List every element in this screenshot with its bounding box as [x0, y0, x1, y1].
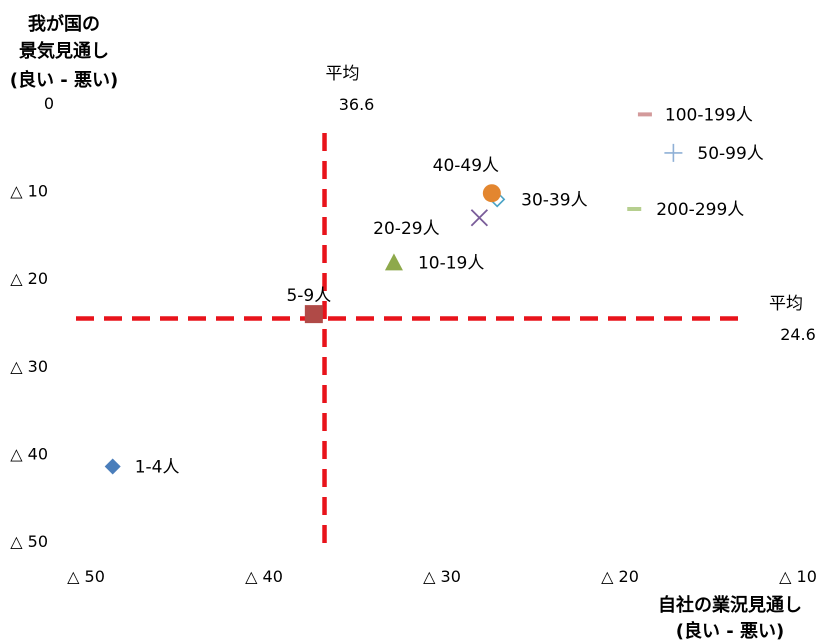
average-line-value: 24.6	[780, 325, 816, 344]
point-label: 5-9人	[286, 286, 331, 306]
average-line-title: 平均	[769, 294, 803, 314]
point-label: 50-99人	[697, 144, 763, 164]
y-axis-title-line: 景気見通し	[19, 40, 109, 62]
x-tick-label: △ 40	[245, 567, 283, 586]
y-axis-title-line: 我が国の	[28, 13, 100, 35]
x-tick-label: △ 10	[779, 567, 817, 586]
average-line-value: 36.6	[339, 95, 375, 114]
x-tick-label: △ 20	[601, 567, 639, 586]
reference-lines: 平均 36.6 平均 24.6	[76, 64, 816, 545]
point-label: 1-4人	[135, 458, 180, 478]
point-marker-circle	[482, 184, 501, 203]
y-tick-label: △ 20	[10, 269, 48, 288]
y-tick-label: △ 50	[10, 532, 48, 551]
x-axis-title: 自社の業況見通し (良い - 悪い)	[658, 594, 802, 642]
point-marker-triangle	[384, 253, 403, 271]
y-tick-label: △ 10	[10, 182, 48, 201]
average-line-title: 平均	[326, 64, 360, 84]
x-axis-title-line: (良い - 悪い)	[676, 620, 784, 642]
point-label: 200-299人	[656, 200, 744, 220]
point-marker-dash	[637, 112, 652, 117]
point-label: 10-19人	[418, 253, 484, 273]
y-tick-label: △ 30	[10, 357, 48, 376]
x-tick-label: △ 50	[67, 567, 105, 586]
x-axis-title-line: 自社の業況見通し	[658, 594, 802, 616]
point-marker-x	[470, 209, 489, 227]
data-points: 1-4人 5-9人 10-19人 20-29人 30-39人 40-49人 50-99人 10…	[104, 105, 764, 478]
y-axis-title: 我が国の 景気見通し (良い - 悪い)	[10, 13, 118, 91]
point-marker-square	[304, 305, 323, 324]
x-tick-labels: △ 50 △ 40 △ 30 △ 20 △ 10	[67, 567, 817, 586]
y-tick-labels: 0 △ 10 △ 20 △ 30 △ 40 △ 50	[10, 94, 54, 551]
point-label: 40-49人	[433, 156, 499, 176]
x-tick-label: △ 30	[423, 567, 461, 586]
point-marker-dash	[627, 206, 642, 211]
point-marker-plus	[664, 143, 683, 162]
point-label: 100-199人	[665, 105, 753, 125]
point-marker-diamond	[104, 458, 121, 475]
point-label: 20-29人	[373, 219, 439, 239]
y-axis-title-line: (良い - 悪い)	[10, 69, 118, 91]
y-tick-label: △ 40	[10, 444, 48, 463]
y-tick-label: 0	[44, 94, 54, 113]
point-label: 30-39人	[521, 190, 587, 210]
